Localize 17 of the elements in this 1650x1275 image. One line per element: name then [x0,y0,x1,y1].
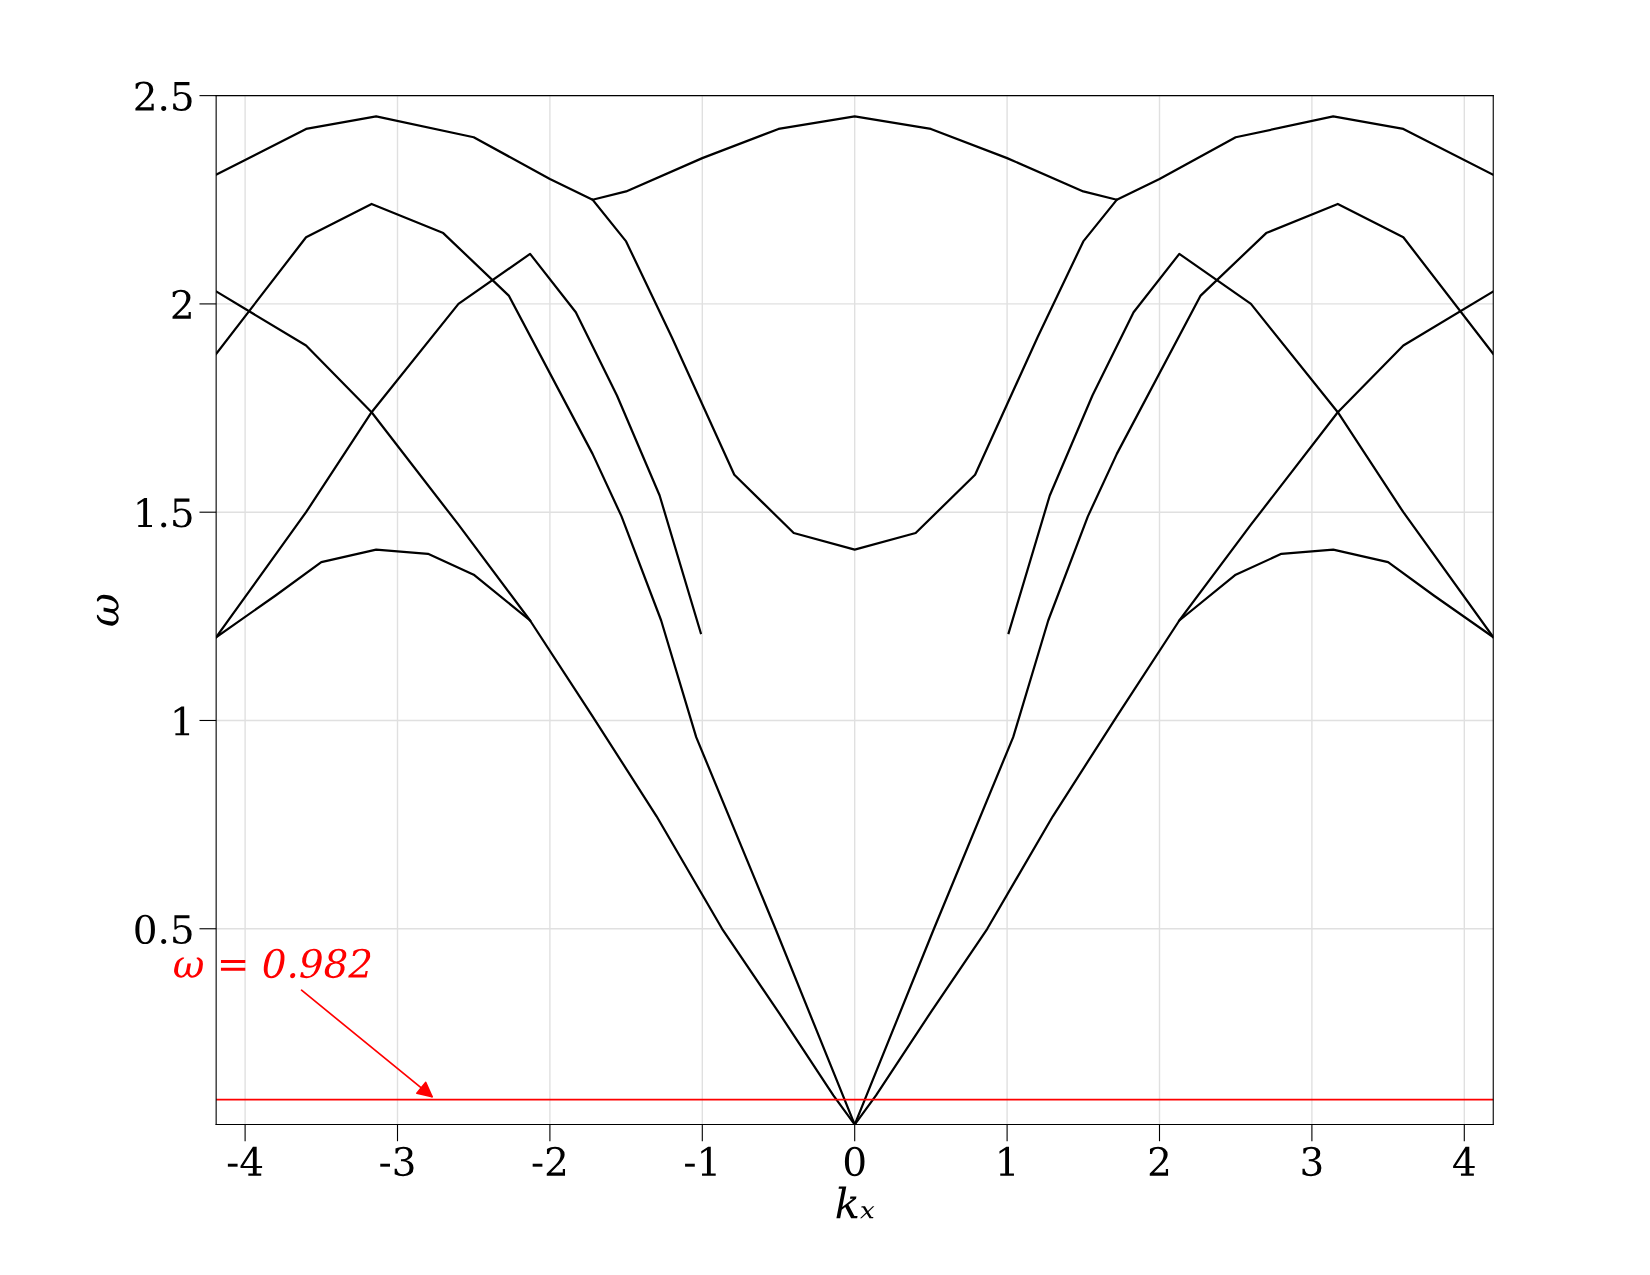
x-tick-label: -2 [532,1146,566,1176]
y-tick-label: 0.5 [135,914,192,945]
y-tick-label: 1 [174,706,190,736]
x-axis-title: kₓ [836,1186,875,1219]
y-tick-label: 2 [172,289,191,319]
x-tick-label: 0 [844,1146,865,1177]
x-tick-label: 4 [1453,1146,1475,1176]
y-axis-title: ω [96,594,119,626]
x-tick-label: -4 [227,1146,263,1176]
x-tick-label: 2 [1149,1146,1169,1176]
x-tick-label: 3 [1302,1146,1322,1177]
annotation: ω = 0.982 [174,948,371,979]
y-tick-label: 2.5 [135,81,192,111]
x-tick-label: -1 [685,1146,716,1176]
y-tick-label: 1.5 [137,498,192,528]
x-tick-label: 1 [999,1146,1014,1176]
x-tick-label: -3 [380,1146,414,1177]
